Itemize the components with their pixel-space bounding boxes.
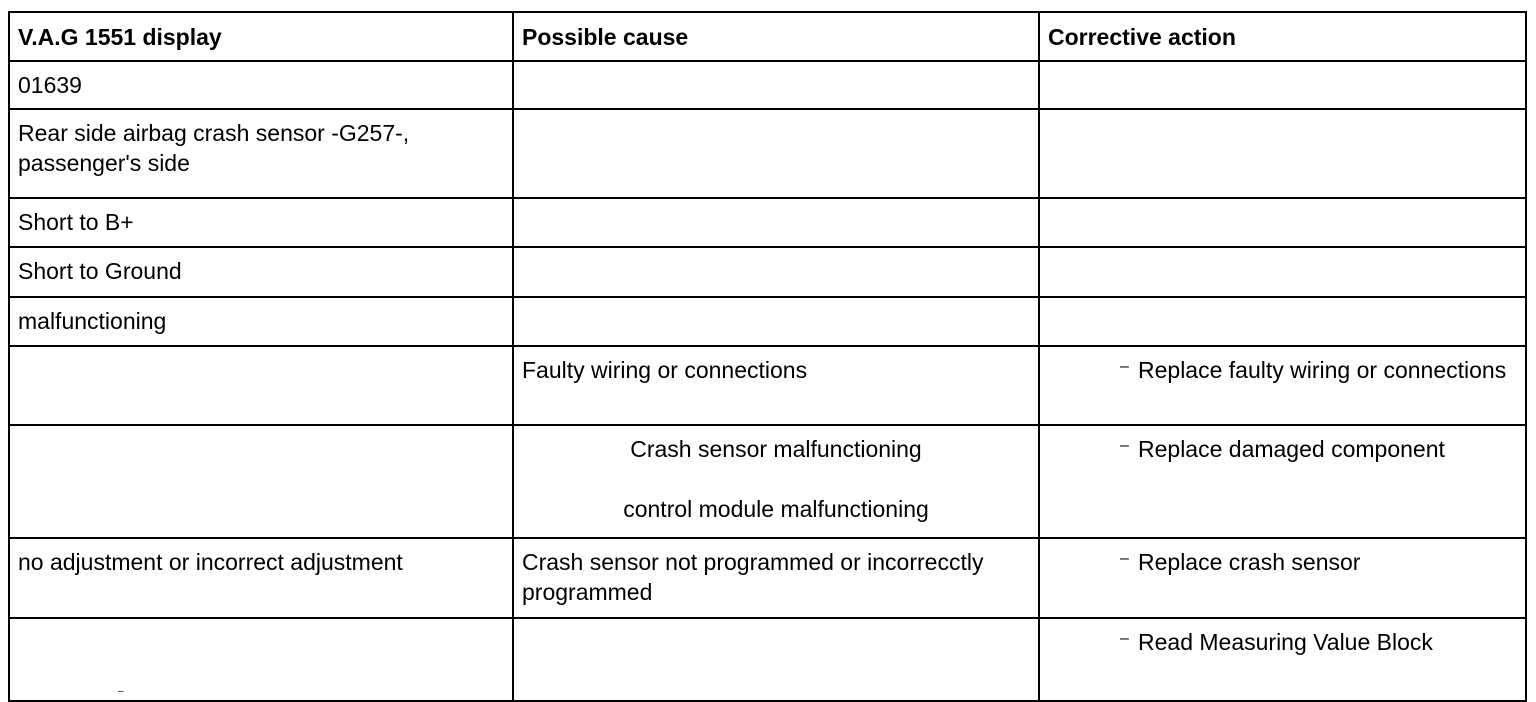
empty-cell [1038, 197, 1527, 248]
diagnostic-table: V.A.G 1551 display Possible cause Correc… [8, 11, 1527, 702]
header-display: V.A.G 1551 display [8, 11, 514, 62]
table-row: Faulty wiring or connections – Replace f… [8, 345, 1527, 426]
table-row: Short to B+ [8, 197, 1527, 248]
component-name: Rear side airbag crash sensor -G257-, pa… [8, 108, 514, 199]
empty-cell [1038, 108, 1527, 199]
empty-cell [512, 197, 1040, 248]
empty-cell [8, 424, 514, 539]
action-mvb-cell: – Read Measuring Value Block [1038, 617, 1527, 702]
header-cause: Possible cause [512, 11, 1040, 62]
dash-bullet: – [1120, 358, 1129, 375]
empty-cell [512, 60, 1040, 110]
table-row: no adjustment or incorrect adjustment Cr… [8, 537, 1527, 619]
header-action: Corrective action [1038, 11, 1527, 62]
table-row: Short to Ground [8, 246, 1527, 298]
table-row: – Read Measuring Value Block [8, 617, 1527, 702]
empty-cell [512, 296, 1040, 347]
cause-control-module: control module malfunctioning [623, 496, 929, 522]
header-row: V.A.G 1551 display Possible cause Correc… [8, 11, 1527, 62]
action-item: – Replace faulty wiring or connections [1048, 355, 1517, 385]
action-wiring-cell: – Replace faulty wiring or connections [1038, 345, 1527, 426]
fault-short-bplus: Short to B+ [8, 197, 514, 248]
empty-cell [512, 246, 1040, 298]
fault-malfunctioning: malfunctioning [8, 296, 514, 347]
action-replace-component: Replace damaged component [1138, 436, 1445, 462]
cause-wiring: Faulty wiring or connections [512, 345, 1040, 426]
action-noadj-cell: – Replace crash sensor [1038, 537, 1527, 619]
table-row: Rear side airbag crash sensor -G257-, pa… [8, 108, 1527, 199]
empty-cell [512, 617, 1040, 702]
empty-cell [1038, 246, 1527, 298]
fault-no-adjustment: no adjustment or incorrect adjustment [8, 537, 514, 619]
empty-cell [512, 108, 1040, 199]
dash-bullet: – [1120, 437, 1129, 454]
empty-cell [8, 617, 514, 702]
table-row: Crash sensor malfunctioning control modu… [8, 424, 1527, 539]
cause-not-programmed: Crash sensor not programmed or incorrecc… [512, 537, 1040, 619]
action-read-mvb: Read Measuring Value Block [1138, 629, 1433, 655]
table-row: 01639 [8, 60, 1527, 110]
empty-cell [1038, 60, 1527, 110]
bottom-dash-mark: – [118, 686, 124, 697]
fault-short-ground: Short to Ground [8, 246, 514, 298]
empty-cell [1038, 296, 1527, 347]
action-item: – Replace damaged component [1048, 434, 1517, 464]
table-row: malfunctioning [8, 296, 1527, 347]
action-item: – Read Measuring Value Block [1048, 627, 1517, 657]
empty-cell [8, 345, 514, 426]
fault-code: 01639 [8, 60, 514, 110]
action-wiring: Replace faulty wiring or connections [1138, 357, 1507, 383]
action-replace-sensor: Replace crash sensor [1138, 549, 1361, 575]
cause-crash-sensor: Crash sensor malfunctioning [630, 436, 922, 462]
action-item: – Replace crash sensor [1048, 547, 1517, 577]
cause-crash-cell: Crash sensor malfunctioning control modu… [512, 424, 1040, 539]
dash-bullet: – [1120, 550, 1129, 567]
dash-bullet: – [1120, 630, 1129, 647]
action-crash-cell: – Replace damaged component [1038, 424, 1527, 539]
